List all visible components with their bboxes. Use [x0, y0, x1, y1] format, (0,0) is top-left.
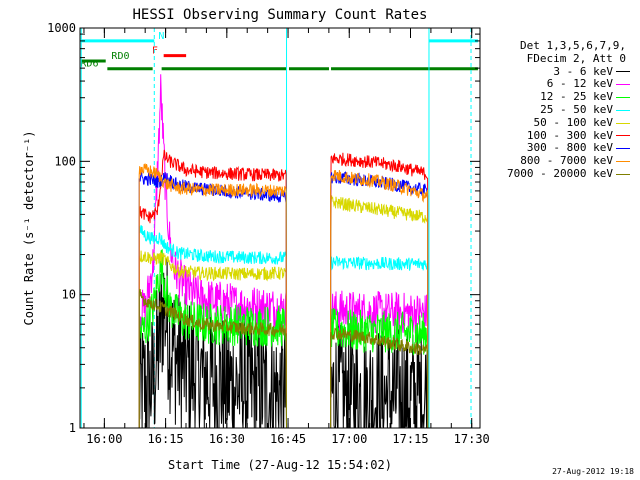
- legend-label: 800 - 7000 keV: [520, 154, 613, 168]
- series-line-8: [138, 288, 287, 429]
- legend-label: 100 - 300 keV: [526, 128, 613, 142]
- legend-entry: 12 - 25 keV: [500, 90, 630, 104]
- x-tick-label-4: 17:00: [331, 432, 367, 446]
- x-axis-label: Start Time (27-Aug-12 15:54:02): [168, 458, 392, 472]
- x-tick-label-1: 16:15: [148, 432, 184, 446]
- legend-label: 12 - 25 keV: [540, 90, 613, 104]
- legend-swatch: [616, 161, 630, 163]
- series-line-0: [138, 258, 287, 429]
- series-line-2: [138, 249, 287, 429]
- series-line-2: [330, 308, 429, 429]
- series-line-0: [330, 323, 429, 429]
- flag-label-f: F: [152, 46, 158, 57]
- y-axis-label: Count Rate (s⁻¹ detector⁻¹): [22, 130, 36, 325]
- legend: Det 1,3,5,6,7,9, FDecim 2, Att 0 3 - 6 k…: [500, 39, 630, 181]
- series-line-4: [138, 250, 287, 429]
- legend-swatch: [616, 71, 630, 73]
- series-line-7: [330, 169, 429, 429]
- legend-swatch: [616, 135, 630, 137]
- legend-entry: 3 - 6 keV: [500, 64, 630, 79]
- legend-header-decimation: FDecim 2, Att 0: [526, 51, 626, 65]
- legend-entry: 50 - 100 keV: [500, 115, 630, 130]
- axis-ticks: 16:00 16:15 16:30 16:45 17:00 17:15 17:30 1 10 10…: [47, 21, 490, 446]
- series-line-5: [330, 152, 429, 429]
- legend-entry: 300 - 800 keV: [500, 142, 630, 155]
- timestamp: 27-Aug-2012 19:18: [552, 467, 634, 476]
- legend-label: 3 - 6 keV: [553, 64, 613, 78]
- series-line-3: [330, 255, 429, 429]
- series-line-1: [138, 74, 287, 429]
- plot-frame: [79, 27, 481, 429]
- series-line-8: [330, 327, 429, 429]
- flag-bars: NF RD0 RD6: [80, 31, 478, 71]
- legend-label: 300 - 800 keV: [526, 141, 613, 155]
- series-line-4: [330, 195, 429, 429]
- y-tick-label-0: 1: [69, 421, 76, 435]
- legend-label: 6 - 12 keV: [546, 77, 613, 91]
- flag-label-n: N: [158, 31, 164, 42]
- x-tick-label-5: 17:15: [392, 432, 428, 446]
- legend-label: 7000 - 20000 keV: [507, 166, 613, 180]
- x-tick-label-0: 16:00: [86, 432, 122, 446]
- legend-entry: 100 - 300 keV: [500, 128, 630, 143]
- x-tick-label-2: 16:30: [209, 432, 245, 446]
- series-line-1: [330, 290, 429, 429]
- series-lines: [138, 74, 429, 429]
- legend-entry: 800 - 7000 keV: [500, 154, 630, 168]
- legend-swatch: [616, 97, 630, 99]
- chart-title: HESSI Observing Summary Count Rates: [132, 7, 427, 23]
- y-tick-label-1: 10: [62, 288, 76, 302]
- legend-header-detectors: Det 1,3,5,6,7,9,: [520, 39, 626, 52]
- series-line-3: [138, 224, 287, 429]
- legend-swatch: [616, 109, 630, 111]
- legend-swatch: [616, 84, 630, 86]
- legend-swatch: [616, 173, 630, 175]
- legend-entries: 3 - 6 keV 6 - 12 keV 12 - 25 keV 25 - 50 ke…: [500, 64, 630, 181]
- legend-swatch: [616, 148, 630, 150]
- series-line-5: [138, 149, 287, 429]
- y-tick-label-2: 100: [54, 154, 76, 168]
- legend-entry: 25 - 50 keV: [500, 102, 630, 117]
- flag-label-rd6: RD6: [80, 59, 98, 70]
- legend-label: 50 - 100 keV: [533, 115, 613, 129]
- legend-entry: 6 - 12 keV: [500, 78, 630, 91]
- flag-label-rd0: RD0: [111, 51, 129, 62]
- legend-swatch: [616, 122, 630, 124]
- x-tick-label-3: 16:45: [270, 432, 306, 446]
- y-tick-label-3: 1000: [47, 21, 76, 35]
- legend-label: 25 - 50 keV: [540, 102, 613, 116]
- series-line-7: [138, 163, 287, 429]
- legend-entry: 7000 - 20000 keV: [500, 166, 630, 181]
- x-tick-label-6: 17:30: [454, 432, 490, 446]
